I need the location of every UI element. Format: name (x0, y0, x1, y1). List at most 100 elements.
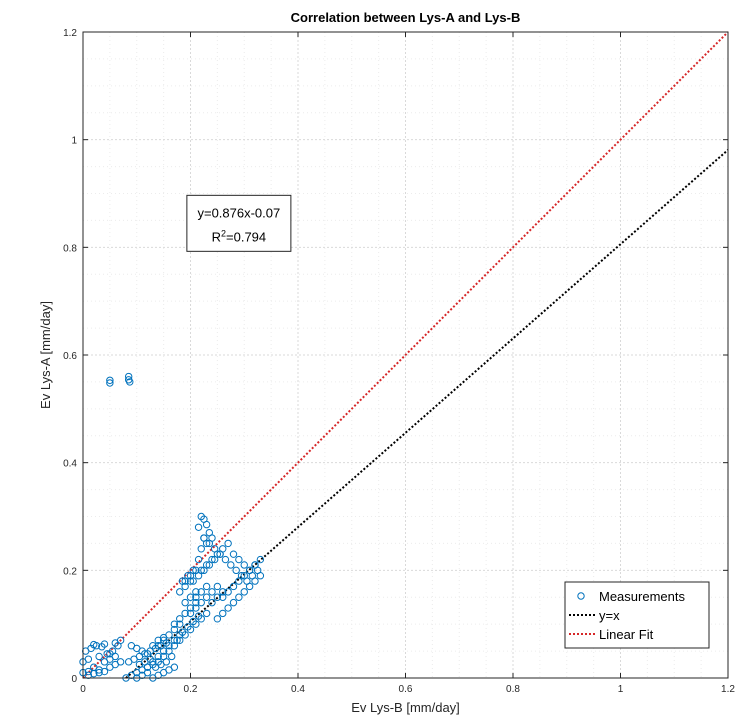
data-point (227, 561, 235, 569)
data-point (124, 372, 133, 381)
data-point (170, 663, 179, 671)
legend-label: Linear Fit (599, 627, 654, 642)
data-point (95, 652, 103, 661)
data-point (181, 609, 189, 618)
legend-items: Measurements y=x Linear Fit (569, 589, 685, 642)
y-axis-label: Ev Lys-A [mm/day] (38, 301, 53, 409)
data-point (202, 609, 211, 618)
data-point (149, 658, 157, 666)
data-point (197, 566, 205, 575)
fit-equation-annotation: y=0.876x-0.07 R2=0.794 (186, 194, 292, 252)
data-point (192, 566, 200, 575)
data-point (208, 534, 216, 542)
data-point (184, 623, 192, 631)
r-squared-value: =0.794 (226, 229, 266, 244)
data-point (202, 520, 211, 529)
r-squared-text: R2=0.794 (212, 228, 267, 244)
data-point (106, 650, 114, 658)
data-point (170, 636, 179, 645)
data-point (197, 615, 205, 623)
legend: Measurements y=x Linear Fit (564, 581, 710, 649)
x-tick-label: 0.6 (399, 684, 413, 695)
data-point (106, 376, 114, 385)
x-tick-label: 0 (80, 684, 86, 695)
data-point (194, 523, 203, 531)
data-point (224, 539, 232, 548)
data-point (245, 582, 254, 591)
data-point (197, 598, 205, 607)
data-point (208, 598, 216, 607)
data-point (251, 577, 259, 585)
data-point (159, 647, 168, 655)
data-point (219, 609, 227, 618)
x-axis-label: Ev Lys-B [mm/day] (351, 700, 460, 715)
data-point (192, 593, 200, 601)
y-tick-label: 1.2 (63, 28, 77, 39)
chart-title: Correlation between Lys-A and Lys-B (291, 10, 521, 25)
data-point (229, 550, 238, 558)
data-point (235, 593, 243, 601)
data-point (213, 582, 222, 591)
data-point (143, 668, 152, 677)
data-point (165, 631, 173, 639)
data-point (189, 566, 197, 575)
data-point (149, 642, 157, 650)
data-point (181, 598, 189, 607)
data-point (116, 636, 125, 645)
data-point (229, 582, 238, 591)
data-point (186, 609, 195, 618)
fit-equation-text: y=0.876x-0.07 (197, 205, 280, 220)
y-tick-label: 1 (71, 136, 77, 147)
data-point (159, 636, 168, 645)
data-point (224, 588, 232, 596)
r-squared-superscript: 2 (221, 228, 226, 238)
data-point (208, 588, 216, 596)
data-point (192, 588, 200, 596)
data-point (202, 561, 211, 569)
data-point (176, 620, 184, 628)
data-point (170, 620, 179, 628)
data-point (229, 598, 238, 607)
data-point (167, 652, 176, 661)
y-tick-label: 0.4 (63, 459, 77, 470)
data-point (100, 640, 109, 648)
legend-label: Measurements (599, 589, 685, 604)
tick-labels: 0 0.2 0.4 0.6 0.8 1 1.2 0 0.2 0.4 0.6 0.8 1 1.2 (63, 28, 735, 695)
data-point (256, 572, 265, 580)
data-point (178, 577, 187, 585)
legend-marker-measurements (577, 592, 585, 600)
x-tick-label: 0.8 (506, 684, 520, 695)
data-point (256, 555, 265, 564)
data-point (116, 658, 125, 666)
data-point (210, 545, 219, 553)
linear-fit-line (82, 31, 729, 679)
data-point (186, 593, 195, 601)
data-point (176, 588, 184, 596)
data-point (219, 588, 227, 596)
data-point (245, 566, 254, 575)
data-point (232, 566, 240, 575)
axes-frame (82, 31, 729, 679)
data-point (84, 671, 93, 680)
x-tick-label: 1.2 (721, 684, 735, 695)
data-point (213, 615, 222, 623)
data-point (251, 561, 259, 569)
data-point (197, 588, 205, 596)
y-tick-label: 0.6 (63, 351, 77, 362)
data-point (176, 615, 184, 623)
data-point (240, 561, 248, 569)
data-point (143, 663, 152, 671)
data-point (95, 666, 103, 674)
data-point (90, 669, 98, 678)
data-point (235, 577, 243, 585)
y-tick-label: 0.2 (63, 566, 77, 577)
data-point (194, 555, 203, 564)
data-point (213, 593, 222, 601)
data-point (208, 555, 216, 564)
y-tick-label: 0 (71, 674, 77, 685)
data-point (197, 545, 205, 553)
data-point (84, 655, 93, 663)
data-point (162, 658, 171, 666)
data-point (202, 582, 211, 591)
